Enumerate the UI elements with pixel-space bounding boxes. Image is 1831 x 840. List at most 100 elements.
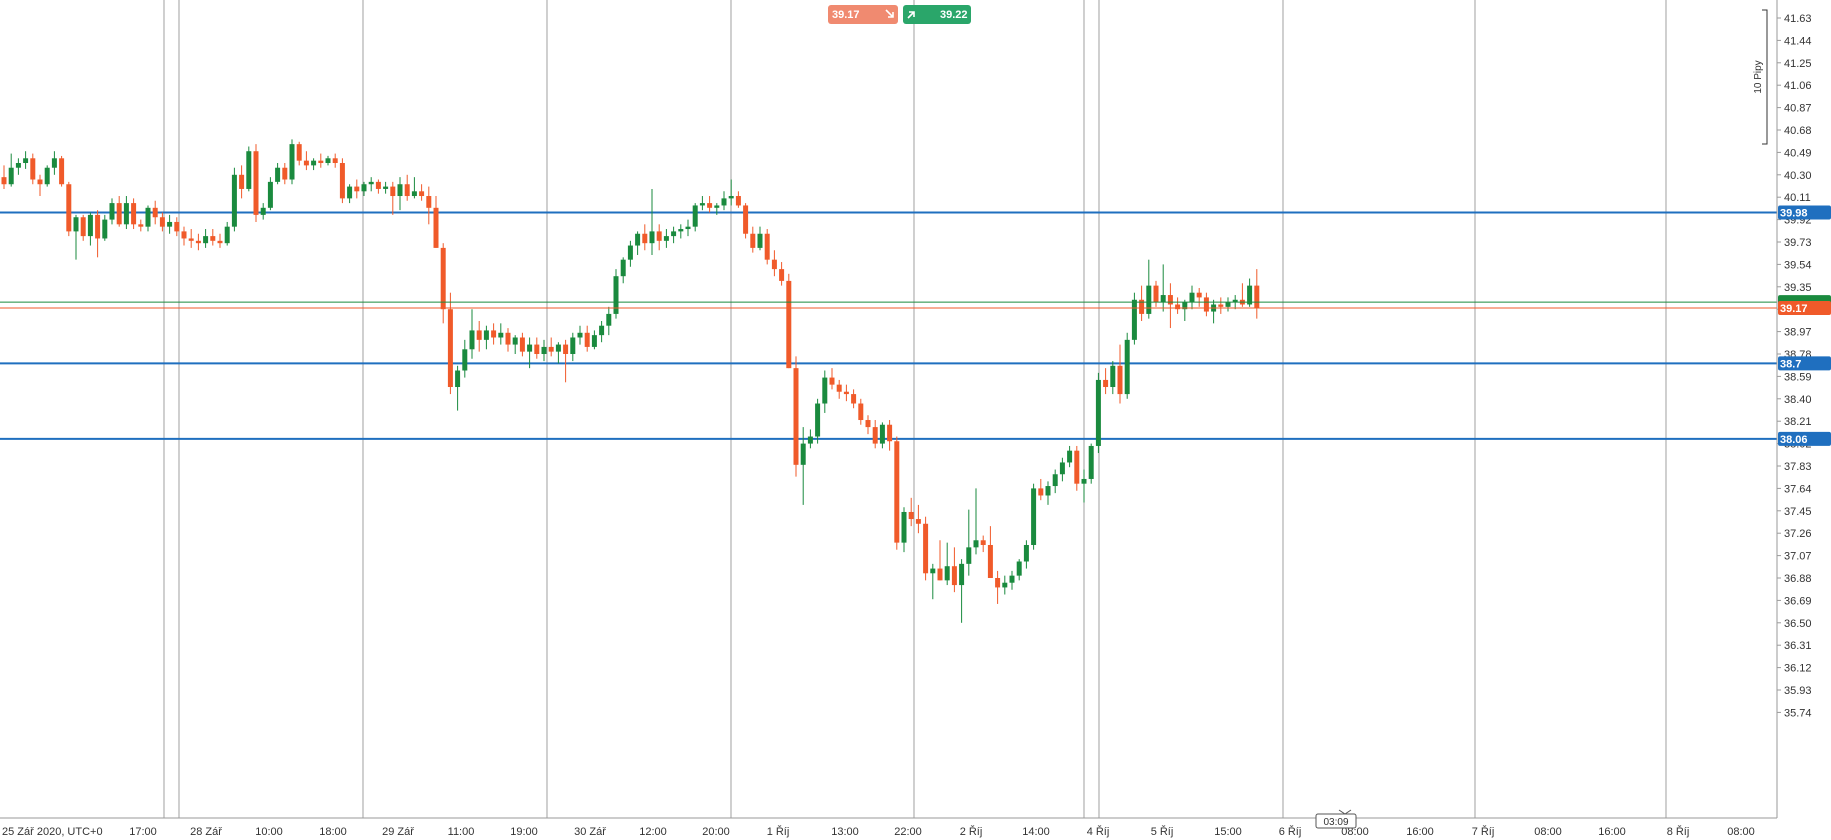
bullish-candle (325, 155, 331, 166)
bearish-candle (1103, 368, 1109, 395)
candle-body (1088, 445, 1094, 479)
candle-body (23, 158, 29, 164)
candle-body (692, 205, 698, 227)
bearish-candle (375, 179, 381, 194)
candle-body (872, 427, 878, 444)
time-tick-label: 30 Zář (574, 826, 606, 838)
bullish-candle (606, 306, 612, 336)
bid-badge (1778, 301, 1831, 316)
bearish-candle (95, 210, 101, 258)
bearish-candle (174, 217, 180, 237)
bullish-candle (231, 167, 237, 232)
candle-body (973, 540, 979, 548)
candle-body (671, 231, 677, 237)
sell-button[interactable]: 39.17 (828, 5, 898, 24)
candle-body (743, 205, 749, 234)
candle-body (894, 441, 900, 543)
bullish-candle (15, 158, 21, 175)
time-axis[interactable]: 17:00 28 Zář 10:00 18:00 29 Zář 11:00 19:00 30 … (129, 825, 1755, 838)
candle-body (656, 231, 662, 241)
candle-body (1052, 474, 1058, 487)
price-axis[interactable]: 41.63 41.44 41.25 41.06 40.87 40.68 40.49 40.30… (1777, 13, 1812, 719)
candle-body (959, 563, 965, 586)
time-tick-label: 22:00 (894, 826, 922, 838)
bullish-candle (635, 231, 641, 255)
candle-body (584, 332, 590, 347)
candle-body (1189, 292, 1195, 303)
bullish-candle (577, 325, 583, 345)
bullish-candle (699, 196, 705, 211)
candles (1, 139, 1260, 623)
bullish-candle (1009, 570, 1015, 590)
bullish-candle (469, 309, 475, 359)
candle-body (15, 163, 21, 168)
candle-body (1023, 544, 1029, 562)
bearish-candle (419, 184, 425, 201)
candle-body (181, 231, 187, 239)
bullish-candle (1016, 559, 1022, 581)
bullish-candle (483, 325, 489, 350)
sell-button-bg[interactable] (828, 5, 898, 24)
bearish-candle (995, 570, 1001, 604)
sell-price[interactable]: 39.17 (832, 9, 860, 21)
price-tick-label: 37.07 (1784, 551, 1812, 563)
bearish-candle (951, 547, 957, 593)
candle-body (843, 391, 849, 395)
bearish-candle (750, 226, 756, 253)
bullish-candle (591, 330, 597, 350)
buy-button[interactable]: 39.22 (903, 5, 971, 24)
buy-price[interactable]: 39.22 (940, 9, 968, 21)
candle-body (318, 160, 324, 164)
bullish-candle (1110, 361, 1116, 395)
timezone-label: 25 Zář 2020, UTC+0 (2, 826, 103, 838)
candle-body (469, 330, 475, 350)
bearish-candle (793, 356, 799, 477)
bearish-candle (743, 203, 749, 239)
candle-body (1131, 299, 1137, 340)
candle-body (1, 177, 7, 185)
candle-body (145, 207, 151, 227)
bearish-candle (1203, 292, 1209, 317)
candle-body (764, 233, 770, 260)
candle-body (383, 186, 389, 189)
candle-body (498, 332, 504, 338)
candle-body (253, 151, 259, 215)
candle-body (1254, 285, 1260, 309)
candle-body (462, 349, 468, 371)
price-tick-label: 41.06 (1784, 80, 1812, 92)
bearish-candle (987, 526, 993, 578)
bullish-candle (721, 191, 727, 211)
candle-body (195, 240, 201, 244)
price-level-text: 38.06 (1780, 434, 1808, 446)
candle-body (332, 158, 338, 164)
time-tick-label: 2 Říj (960, 825, 983, 838)
bid-price-text: 39.17 (1780, 303, 1808, 315)
bearish-candle (318, 153, 324, 168)
candle-body (685, 226, 691, 230)
bearish-candle (303, 151, 309, 171)
candle-body (159, 217, 165, 227)
countdown-timer: 03:09 (1315, 809, 1357, 829)
time-tick-label: 15:00 (1214, 826, 1242, 838)
candle-body (239, 174, 245, 189)
candle-body (627, 245, 633, 260)
price-tick-label: 38.59 (1784, 371, 1812, 383)
bearish-candle (282, 163, 288, 185)
candle-body (44, 167, 50, 185)
bearish-candle (1175, 297, 1181, 314)
candle-body (541, 346, 547, 354)
candle-body (570, 337, 576, 354)
bearish-candle (915, 504, 921, 534)
price-level-text: 38.7 (1780, 358, 1801, 370)
candle-body (275, 167, 281, 182)
candle-body (915, 519, 921, 524)
candle-body (505, 332, 511, 345)
buy-button-bg[interactable] (903, 5, 971, 24)
bearish-candle (339, 158, 345, 204)
candle-body (735, 196, 741, 206)
bearish-candle (138, 219, 144, 232)
bullish-candle (800, 427, 806, 505)
bullish-candle (1023, 540, 1029, 569)
